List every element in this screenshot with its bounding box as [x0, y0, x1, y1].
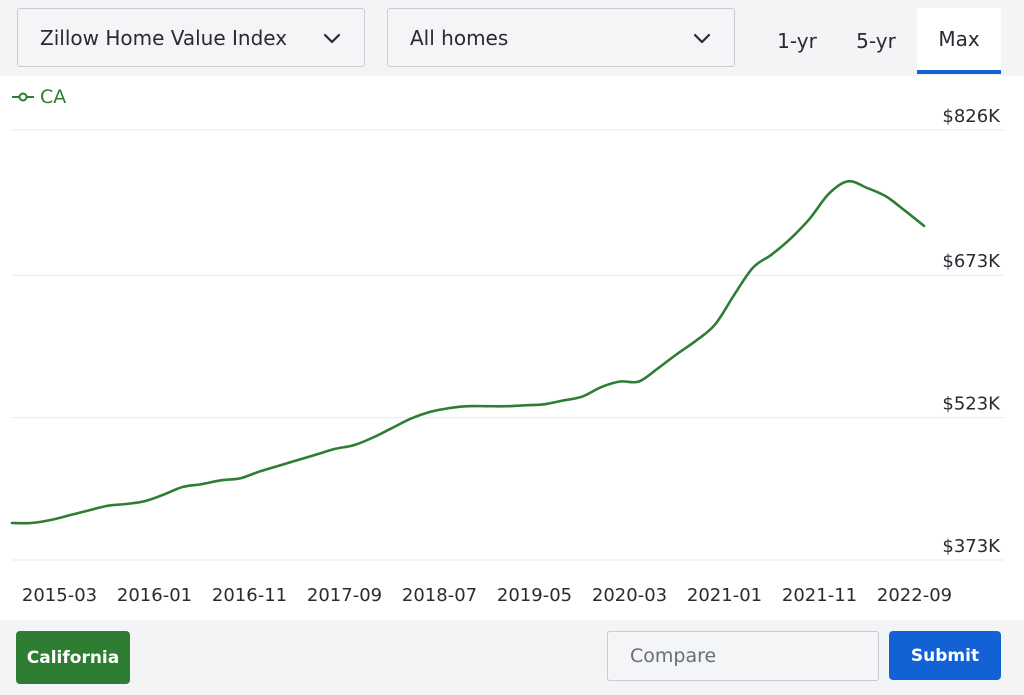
- line-marker-icon: [12, 92, 34, 102]
- y-tick-label: $523K: [942, 394, 1001, 415]
- range-tab-1yr[interactable]: 1-yr: [777, 29, 817, 53]
- region-bar: California Submit: [0, 620, 1024, 695]
- x-tick-label: 2021-11: [782, 585, 857, 606]
- x-tick-label: 2022-09: [877, 585, 952, 606]
- home-value-line-chart: $373K $523K $673K $826K 2015-03 2016-01 2016-…: [10, 106, 1004, 606]
- compare-input[interactable]: [607, 631, 879, 681]
- x-tick-label: 2020-03: [592, 585, 667, 606]
- chart-controls: Zillow Home Value Index All homes 1-yr 5…: [0, 0, 1024, 76]
- region-button-california[interactable]: California: [16, 631, 130, 684]
- series-line-ca[interactable]: [10, 179, 926, 525]
- home-type-dropdown-label: All homes: [410, 25, 509, 50]
- y-tick-label: $673K: [942, 251, 1001, 272]
- chart-legend[interactable]: CA: [12, 86, 66, 108]
- grid-lines: [12, 129, 1004, 561]
- x-tick-label: 2021-01: [687, 585, 762, 606]
- y-tick-label: $826K: [942, 106, 1001, 127]
- metric-dropdown-label: Zillow Home Value Index: [40, 25, 288, 50]
- y-axis-tick-labels: $373K $523K $673K $826K: [942, 106, 1001, 557]
- range-tab-5yr[interactable]: 5-yr: [856, 29, 896, 53]
- submit-button[interactable]: Submit: [889, 631, 1001, 680]
- range-tab-max[interactable]: Max: [917, 8, 1001, 74]
- x-tick-label: 2018-07: [402, 585, 477, 606]
- x-tick-label: 2019-05: [497, 585, 572, 606]
- x-tick-label: 2017-09: [307, 585, 382, 606]
- x-tick-label: 2015-03: [22, 585, 97, 606]
- metric-dropdown[interactable]: Zillow Home Value Index: [17, 8, 365, 67]
- chevron-down-icon: [693, 33, 711, 44]
- x-tick-label: 2016-01: [117, 585, 192, 606]
- home-type-dropdown[interactable]: All homes: [387, 8, 735, 67]
- y-tick-label: $373K: [942, 536, 1001, 557]
- chevron-down-icon: [323, 33, 341, 44]
- legend-label-ca: CA: [40, 86, 67, 108]
- x-tick-label: 2016-11: [212, 585, 287, 606]
- chart-area: CA $373K $523K $673K $826K 2015-03 2016-01 20…: [0, 76, 1024, 620]
- x-axis-tick-labels: 2015-03 2016-01 2016-11 2017-09 2018-07 2019-…: [22, 585, 952, 606]
